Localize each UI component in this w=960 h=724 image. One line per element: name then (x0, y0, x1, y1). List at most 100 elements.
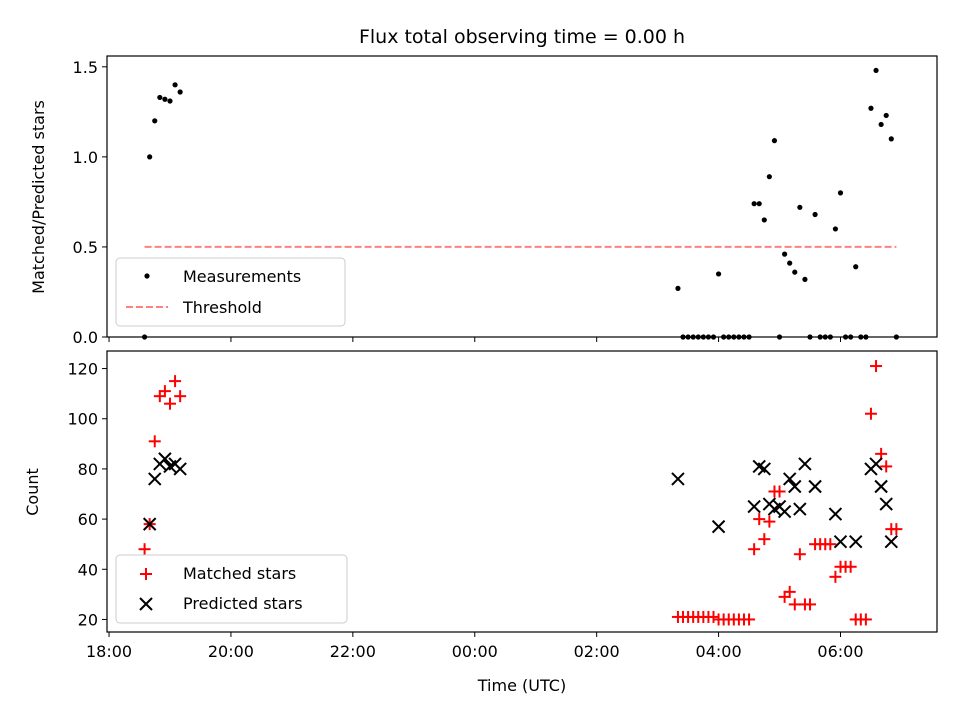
predicted-star-point (671, 472, 685, 486)
x-tick: 18:00 (86, 632, 132, 661)
y-tick: 0.5 (73, 238, 107, 257)
matched-star-point (763, 515, 776, 528)
matched-star-point (890, 523, 903, 536)
measurement-point (756, 201, 762, 207)
legend-measurements-label: Measurements (183, 267, 301, 286)
legend-matched-marker (140, 568, 152, 580)
y-tick: 40 (78, 560, 107, 579)
count-legend: Matched stars Predicted stars (115, 554, 348, 624)
ratio-plot-area (141, 67, 899, 340)
measurement-point (797, 204, 803, 210)
legend-predicted-marker (139, 597, 153, 611)
measurement-point (162, 96, 168, 102)
predicted-star-point (874, 479, 888, 494)
measurement-point (832, 226, 839, 232)
ratio-y-label: Matched/Predicted stars (29, 100, 48, 294)
matched-star-point (158, 385, 171, 398)
x-tick: 20:00 (208, 632, 254, 661)
measurement-point (177, 89, 183, 95)
y-tick: 1.5 (73, 58, 107, 77)
measurement-point (812, 211, 818, 218)
matched-star-point (707, 610, 720, 623)
x-tick-label: 18:00 (86, 642, 132, 661)
y-tick-label: 0.0 (73, 328, 98, 347)
x-tick-label: 20:00 (208, 642, 254, 661)
matched-star-point (153, 390, 166, 403)
matched-star-point (824, 538, 837, 551)
measurement-point (873, 67, 879, 74)
matched-star-point (880, 460, 893, 473)
measurement-point (761, 217, 767, 223)
predicted-star-point (148, 472, 162, 486)
measurement-point (868, 105, 874, 111)
figure-title: Flux total observing time = 0.00 h (359, 26, 685, 48)
predicted-star-point (793, 502, 807, 516)
predicted-star-point (757, 462, 772, 476)
measurement-point (152, 118, 158, 124)
predicted-star-point (711, 519, 726, 534)
measurement-point (782, 251, 788, 257)
x-tick: 00:00 (452, 632, 498, 661)
x-tick: 04:00 (696, 632, 742, 661)
predicted-star-point (833, 534, 848, 549)
measurement-point (172, 82, 178, 88)
matched-star-point (788, 598, 801, 611)
matched-star-point (163, 397, 176, 410)
matched-star-point (778, 590, 791, 603)
x-tick-label: 22:00 (330, 642, 376, 661)
matched-star-point (870, 360, 883, 373)
y-tick-label: 1.0 (73, 148, 98, 167)
measurement-point (167, 98, 173, 104)
y-tick: 1.0 (73, 148, 107, 167)
x-tick: 06:00 (817, 632, 864, 661)
measurement-point (853, 264, 859, 270)
predicted-star-point (158, 452, 172, 466)
ratio-axes-frame (106, 55, 938, 338)
x-tick-label: 00:00 (452, 642, 498, 661)
y-tick-label: 100 (67, 410, 98, 429)
y-tick: 0.0 (73, 328, 107, 347)
matched-star-point (753, 513, 766, 526)
measurement-point (675, 285, 681, 291)
y-tick: 80 (78, 460, 107, 479)
legend-matched-label: Matched stars (183, 564, 296, 583)
y-tick-label: 0.5 (73, 238, 98, 257)
matched-star-point (783, 585, 796, 598)
y-tick-label: 60 (78, 510, 98, 529)
x-tick-label: 02:00 (574, 642, 620, 661)
y-tick-label: 40 (78, 560, 98, 579)
x-tick-label: 04:00 (696, 642, 742, 661)
predicted-star-point (788, 479, 802, 494)
count-x-ticks: 18:00 20:00 22:00 00:00 02:00 04:00 06:00 (86, 632, 864, 661)
predicted-star-point (782, 472, 797, 486)
y-tick-label: 20 (78, 610, 98, 629)
predicted-star-point (777, 504, 792, 519)
predicted-star-point (142, 517, 157, 531)
y-tick: 20 (78, 610, 107, 629)
matched-star-point (743, 613, 756, 626)
predicted-star-point (828, 507, 843, 521)
measurement-point (147, 154, 153, 160)
count-y-ticks: 20 40 60 80 100 120 (67, 360, 107, 629)
measurement-point (771, 138, 778, 144)
ratio-x-ticks (108, 337, 841, 342)
matched-star-point (174, 390, 187, 403)
measurement-point (751, 201, 757, 207)
y-tick-label: 80 (78, 460, 98, 479)
y-tick: 120 (67, 360, 107, 379)
measurement-point (883, 112, 889, 119)
count-y-label: Count (23, 468, 42, 516)
ratio-legend: Measurements Threshold (115, 257, 346, 327)
matched-star-point (844, 560, 857, 573)
legend-threshold-label: Threshold (182, 298, 262, 317)
count-plot-area (138, 360, 903, 626)
matched-star-point (138, 543, 151, 556)
measurement-point (837, 190, 844, 196)
measurement-point (888, 136, 894, 142)
legend-measurements-marker (144, 273, 150, 279)
x-tick: 02:00 (574, 632, 620, 661)
ratio-y-ticks: 0.0 0.5 1.0 1.5 (73, 58, 107, 347)
measurement-point (878, 121, 884, 128)
y-tick: 100 (67, 410, 107, 429)
predicted-star-point (798, 457, 812, 471)
